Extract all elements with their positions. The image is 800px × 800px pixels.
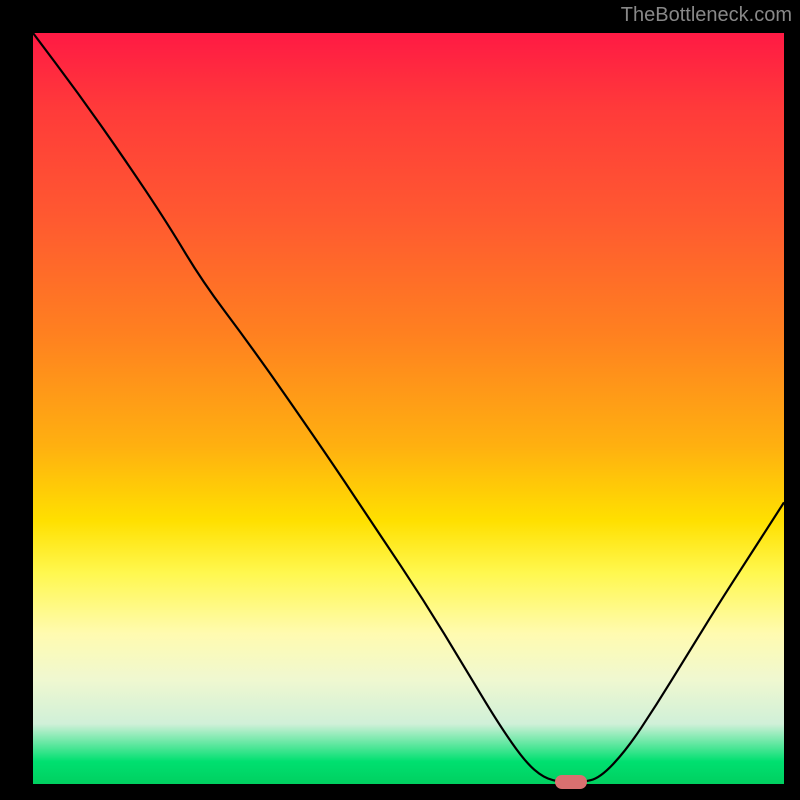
attribution-text: TheBottleneck.com (621, 4, 792, 27)
target-data-point (555, 775, 587, 789)
bottleneck-curve (33, 33, 784, 783)
curve-svg (0, 0, 800, 800)
